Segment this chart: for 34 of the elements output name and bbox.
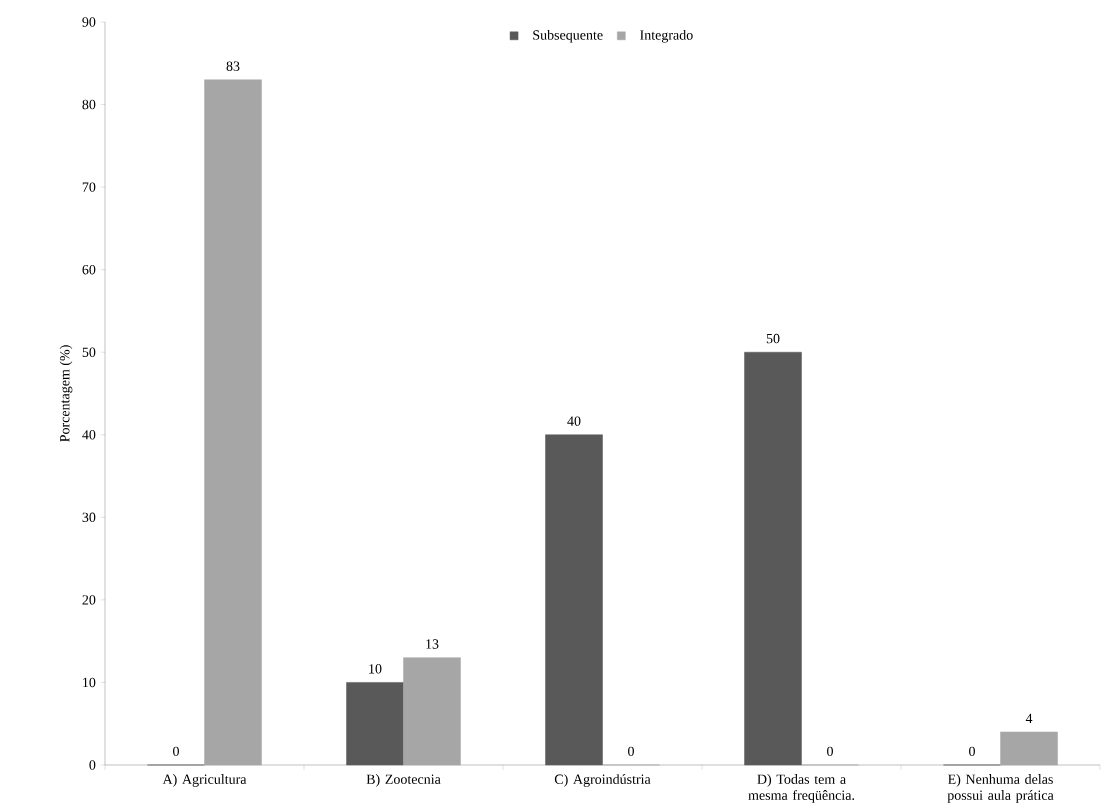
bar [346, 681, 404, 766]
data-label: 0 [827, 746, 833, 756]
y-tick-label: 40 [82, 429, 96, 440]
y-tick-label: 0 [89, 760, 96, 770]
data-label: 13 [426, 639, 439, 649]
bar [1000, 731, 1058, 766]
y-tick-label: 10 [83, 677, 96, 687]
y-tick-label: 30 [82, 512, 96, 522]
y-axis-title: Porcentagem (%) [59, 345, 73, 442]
x-tick-label: C) Agroindústria [554, 773, 651, 787]
data-label: 83 [226, 61, 240, 71]
y-tick-label: 70 [82, 182, 96, 192]
data-label: 0 [173, 746, 179, 756]
bar [744, 351, 802, 766]
y-tick-label: 20 [82, 594, 96, 605]
y-tick-label: 80 [82, 99, 96, 110]
data-label: 10 [369, 663, 382, 674]
data-label: 0 [628, 746, 634, 756]
data-label: 4 [1025, 713, 1033, 723]
y-tick-label: 90 [82, 17, 96, 27]
x-tick-label: D) Todas tem a mesma freqüência. [748, 773, 855, 803]
x-tick-label: A) Agricultura [162, 773, 247, 787]
bar [403, 657, 461, 766]
legend-label: Subsequente [533, 29, 603, 43]
data-label: 0 [969, 746, 975, 756]
legend-label: Integrado [640, 29, 693, 43]
x-tick-label: E) Nenhuma delas possui aula prática [947, 773, 1054, 803]
bar [545, 434, 603, 766]
bar [204, 79, 262, 766]
y-tick-label: 60 [82, 264, 96, 275]
data-label: 40 [567, 416, 581, 426]
y-tick-label: 50 [82, 347, 96, 357]
data-label: 50 [766, 333, 780, 344]
x-tick-label: B) Zootecnia [366, 773, 441, 787]
